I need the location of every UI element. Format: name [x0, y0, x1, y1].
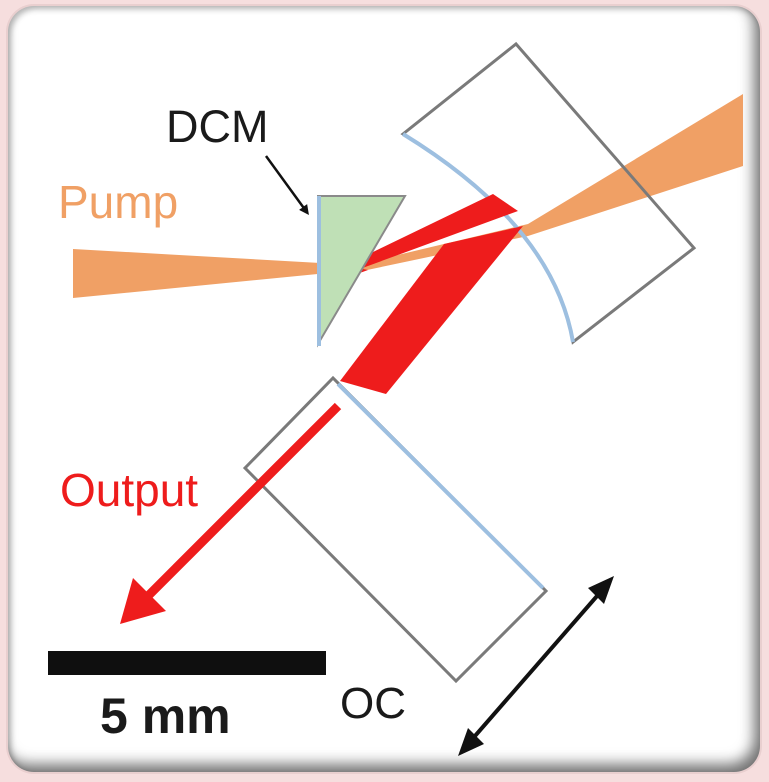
dcm-label: DCM [166, 101, 268, 152]
translation-arrowhead-bottom [458, 728, 484, 756]
laser-cavity-diagram: DCM Pump Output OC 5 mm [48, 41, 743, 756]
translation-arrow [466, 586, 606, 746]
output-beam [144, 402, 342, 600]
laser-beam-upper [340, 194, 518, 274]
pump-label: Pump [58, 176, 178, 228]
pump-beam-output [343, 94, 743, 274]
pump-beam-input [73, 249, 338, 298]
scale-bar [48, 651, 326, 675]
scale-label: 5 mm [100, 688, 231, 744]
translation-arrowhead-top [588, 576, 614, 604]
dcm-pointer-arrow [264, 155, 309, 216]
output-arrowhead [120, 578, 166, 624]
laser-beam-lower [340, 226, 523, 394]
curved-mirror-coating [401, 132, 575, 343]
output-coupler-coating [336, 382, 545, 590]
output-label: Output [60, 464, 198, 516]
output-coupler [242, 375, 549, 684]
oc-label: OC [340, 679, 406, 728]
diagram-frame: DCM Pump Output OC 5 mm [8, 6, 760, 772]
